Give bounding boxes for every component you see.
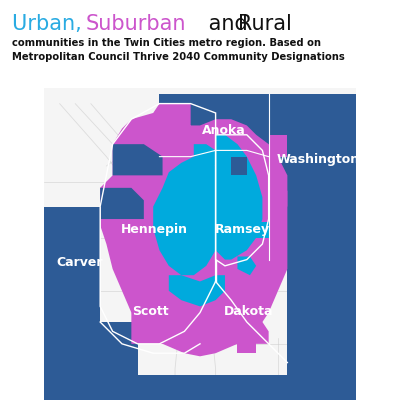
Polygon shape bbox=[269, 182, 287, 206]
Polygon shape bbox=[287, 213, 356, 291]
Polygon shape bbox=[238, 256, 256, 275]
Polygon shape bbox=[100, 104, 287, 356]
Text: Rural: Rural bbox=[238, 14, 292, 34]
Polygon shape bbox=[256, 222, 269, 238]
Polygon shape bbox=[238, 331, 256, 353]
Polygon shape bbox=[194, 144, 216, 166]
Polygon shape bbox=[269, 135, 287, 157]
Text: Dakota: Dakota bbox=[224, 304, 273, 318]
Polygon shape bbox=[231, 260, 269, 291]
Polygon shape bbox=[216, 135, 262, 260]
Polygon shape bbox=[69, 322, 138, 375]
Text: Ramsey: Ramsey bbox=[214, 224, 270, 236]
Polygon shape bbox=[131, 313, 200, 344]
Polygon shape bbox=[160, 94, 269, 157]
Polygon shape bbox=[231, 157, 247, 175]
Text: Scott: Scott bbox=[132, 304, 168, 318]
Text: communities in the Twin Cities metro region. Based on
Metropolitan Council Thriv: communities in the Twin Cities metro reg… bbox=[12, 38, 345, 62]
Polygon shape bbox=[160, 126, 191, 157]
Text: and: and bbox=[202, 14, 254, 34]
Text: Hennepin: Hennepin bbox=[121, 224, 188, 236]
Polygon shape bbox=[200, 282, 269, 344]
Text: Urban,: Urban, bbox=[12, 14, 88, 34]
Polygon shape bbox=[113, 144, 162, 175]
Polygon shape bbox=[153, 157, 216, 275]
Polygon shape bbox=[100, 188, 144, 219]
Text: Carver: Carver bbox=[57, 256, 103, 269]
Polygon shape bbox=[44, 322, 138, 375]
Polygon shape bbox=[191, 94, 269, 126]
Text: Anoka: Anoka bbox=[202, 124, 245, 137]
Polygon shape bbox=[269, 94, 356, 213]
Polygon shape bbox=[169, 275, 225, 306]
Polygon shape bbox=[44, 375, 200, 400]
Polygon shape bbox=[44, 206, 100, 322]
Polygon shape bbox=[287, 291, 356, 375]
Polygon shape bbox=[200, 375, 356, 400]
Text: Suburban: Suburban bbox=[86, 14, 186, 34]
Polygon shape bbox=[216, 166, 231, 182]
Polygon shape bbox=[269, 213, 287, 269]
Text: Washington: Washington bbox=[277, 153, 360, 166]
